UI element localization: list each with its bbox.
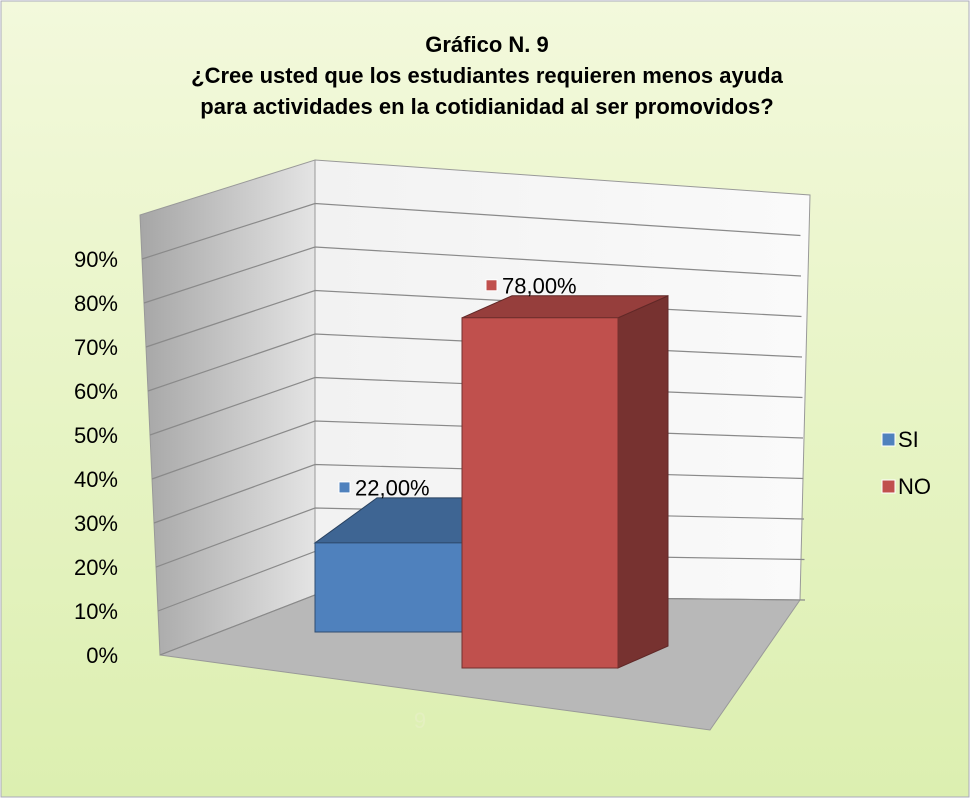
bar	[314, 542, 463, 633]
value-marker	[338, 481, 351, 494]
y-tick-label: 60%	[74, 379, 118, 404]
grid-line	[143, 246, 802, 304]
y-tick-label: 0%	[86, 643, 118, 668]
chart-title: Gráfico N. 9	[425, 32, 548, 57]
y-tick-label: 10%	[74, 599, 118, 624]
bar-side	[617, 295, 669, 669]
legend-swatch	[881, 432, 896, 447]
chart-title: para actividades en la cotidianidad al s…	[200, 94, 773, 119]
value-marker	[485, 279, 498, 292]
legend-label: NO	[898, 474, 931, 499]
y-tick-label: 30%	[74, 511, 118, 536]
y-tick-label: 40%	[74, 467, 118, 492]
x-tick-label: 9	[414, 708, 426, 733]
chart-title: ¿Cree usted que los estudiantes requiere…	[191, 63, 783, 88]
grid-line	[141, 202, 801, 260]
y-tick-label: 90%	[74, 247, 118, 272]
bar	[461, 317, 619, 669]
legend-swatch	[881, 479, 896, 494]
legend-label: SI	[898, 427, 919, 452]
y-tick-label: 50%	[74, 423, 118, 448]
y-tick-label: 20%	[74, 555, 118, 580]
value-label: 22,00%	[355, 476, 430, 501]
value-label: 78,00%	[502, 274, 577, 299]
y-tick-label: 70%	[74, 335, 118, 360]
y-tick-label: 80%	[74, 291, 118, 316]
